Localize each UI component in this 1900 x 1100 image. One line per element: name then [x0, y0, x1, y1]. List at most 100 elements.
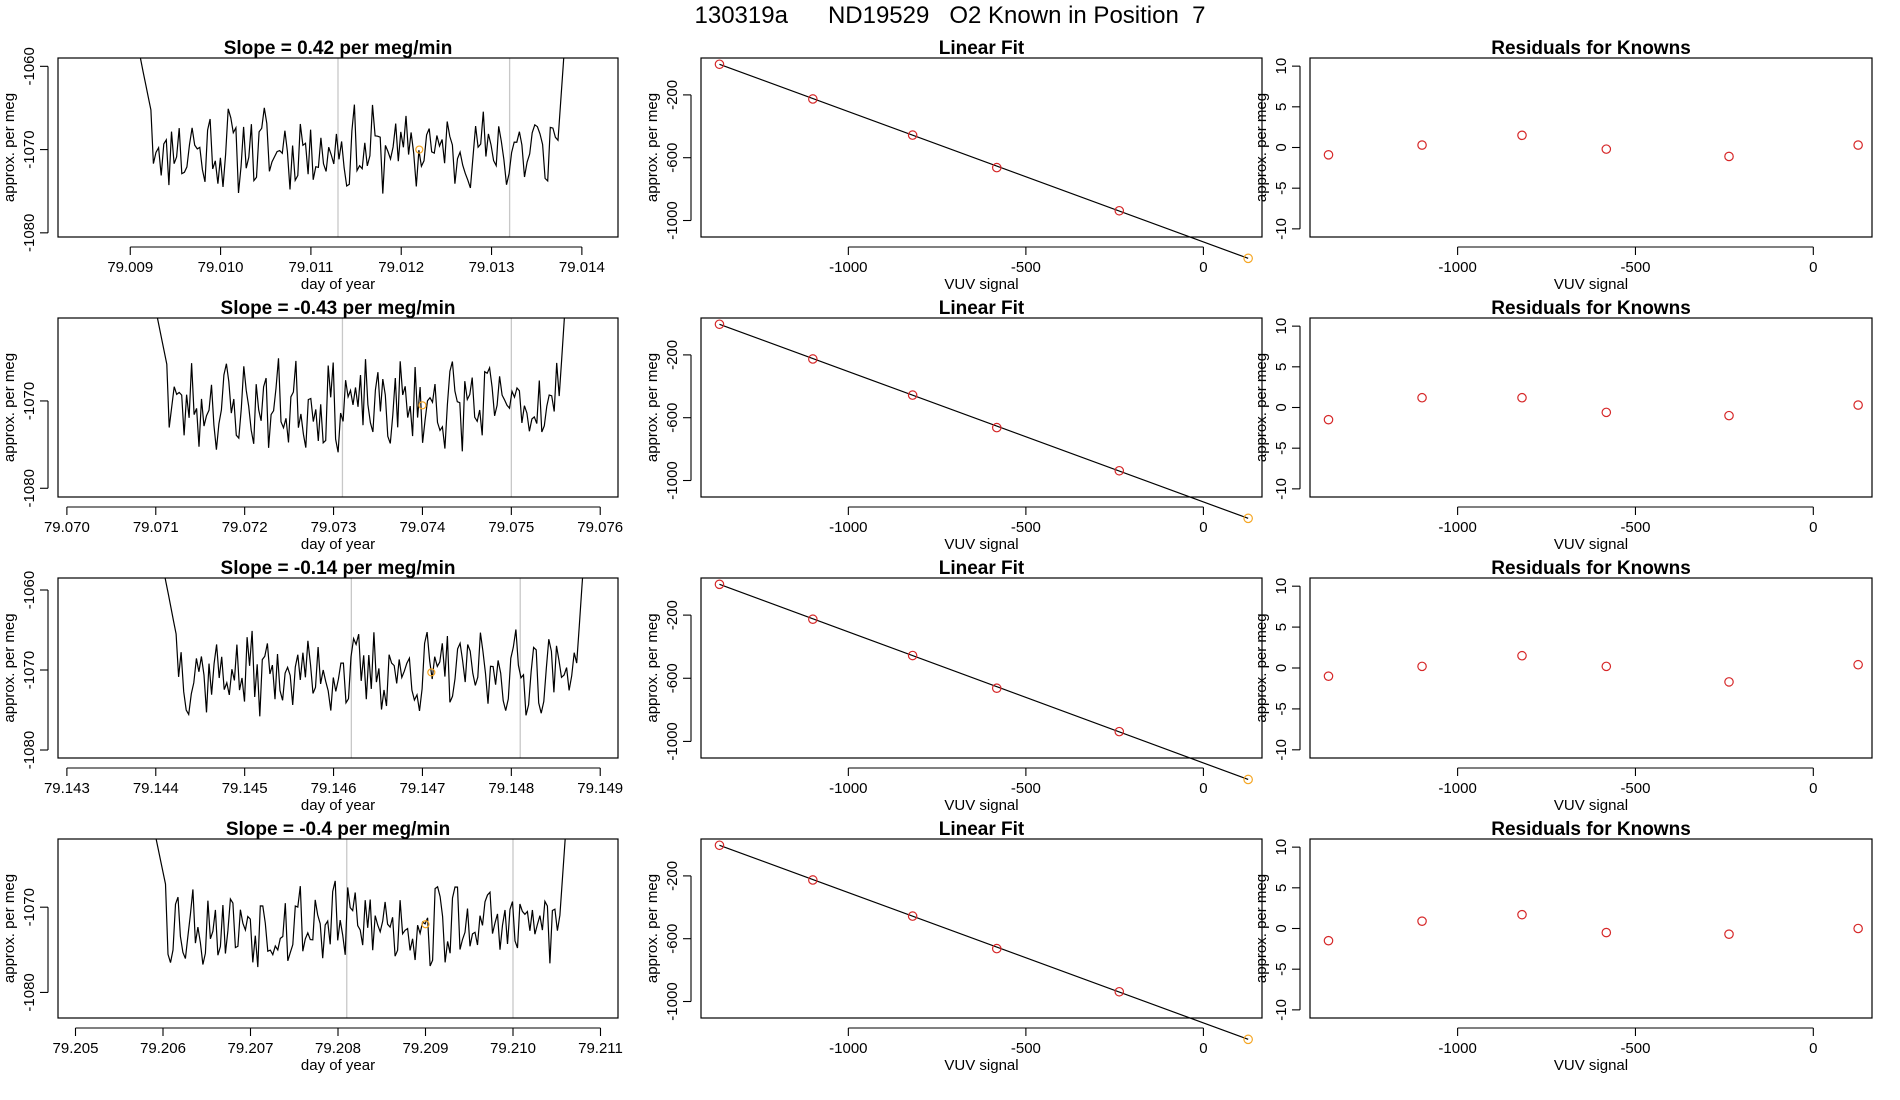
data-point [1601, 661, 1612, 672]
data-point [1601, 407, 1612, 418]
fit-line [719, 844, 1249, 1040]
x-tick-label: 79.208 [315, 1040, 361, 1057]
known-point [427, 668, 436, 677]
y-tick-label: -10 [1273, 739, 1290, 761]
x-axis-label: day of year [301, 276, 375, 293]
series-line [156, 318, 565, 453]
x-tick-label: 79.013 [469, 259, 515, 276]
plot-frame [57, 57, 619, 238]
x-tick-label: 0 [1809, 519, 1817, 536]
plot-frame [57, 838, 619, 1019]
y-tick-label: 10 [1273, 58, 1290, 75]
data-point [1323, 671, 1334, 681]
x-tick-label: 79.148 [488, 780, 534, 797]
x-tick-label: 79.072 [222, 519, 268, 536]
known-point [421, 920, 430, 929]
x-tick-label: 79.076 [577, 519, 623, 536]
y-tick-label: -1070 [21, 382, 38, 420]
x-axis-label: VUV signal [1554, 536, 1628, 553]
y-tick-label: 5 [1273, 884, 1290, 892]
data-point [1724, 410, 1734, 421]
panel-1-3: Residuals for Knowns -1000 -500 0 VUV signal… [1253, 38, 1873, 293]
x-axis-label: VUV signal [1554, 797, 1628, 814]
panel-1-2: Linear Fit -1000 -500 0 VUV signal -1000 -600 -… [644, 38, 1263, 293]
y-tick-label: -1060 [21, 47, 38, 85]
y-tick-label: 5 [1273, 103, 1290, 111]
y-tick-label: 5 [1273, 363, 1290, 371]
y-tick-label: -600 [664, 924, 681, 954]
x-tick-label: -500 [1620, 259, 1650, 276]
x-axis-label: day of year [301, 536, 375, 553]
data-point [991, 422, 1002, 433]
x-tick-label: -500 [1011, 1040, 1041, 1057]
x-tick-label: 0 [1809, 780, 1817, 797]
panel-title: Residuals for Knowns [1491, 298, 1691, 319]
y-tick-label: 5 [1273, 623, 1290, 631]
y-tick-label: -200 [664, 861, 681, 891]
x-tick-label: -500 [1620, 780, 1650, 797]
x-tick-label: 79.074 [399, 519, 445, 536]
y-axis-label: approx. per meg [644, 874, 661, 983]
y-tick-label: -5 [1273, 182, 1290, 195]
data-point [907, 130, 918, 140]
plot-frame [1309, 317, 1873, 498]
x-tick-label: 79.071 [133, 519, 179, 536]
y-tick-label: -1070 [21, 888, 38, 926]
y-axis-label: approx. per meg [1253, 353, 1270, 462]
data-point [1323, 935, 1334, 946]
x-axis-label: VUV signal [944, 1057, 1018, 1074]
fit-line [719, 63, 1249, 259]
data-point [1724, 677, 1734, 687]
panel-3-2: Linear Fit -1000 -500 0 VUV signal -1000 -600 -… [644, 558, 1263, 814]
x-axis-label: day of year [301, 797, 375, 814]
data-point [714, 579, 725, 590]
y-tick-label: -200 [664, 600, 681, 630]
y-tick-label: -1000 [664, 201, 681, 239]
panel-4-3: Residuals for Knowns -1000 -500 0 VUV signal… [1253, 819, 1873, 1074]
x-tick-label: -1000 [1438, 519, 1476, 536]
known-point [418, 401, 427, 410]
panel-2-1: Slope = -0.43 per meg/min 79.070 79.071 79.… [1, 298, 623, 553]
data-point [1417, 392, 1427, 403]
x-tick-label: 79.211 [578, 1040, 623, 1057]
x-tick-label: 79.070 [44, 519, 90, 536]
y-tick-label: -1080 [21, 731, 38, 769]
data-point [1853, 659, 1863, 670]
plot-frame [700, 838, 1263, 1019]
panel-2-3: Residuals for Knowns -1000 -500 0 VUV signal… [1253, 298, 1873, 553]
x-tick-label: 79.146 [311, 780, 357, 797]
x-tick-label: -1000 [1438, 780, 1476, 797]
y-axis-label: approx. per meg [1253, 93, 1270, 202]
x-tick-label: 79.011 [289, 259, 334, 276]
x-tick-label: 79.147 [399, 780, 445, 797]
data-point [1724, 929, 1734, 939]
data-point [1517, 909, 1527, 920]
y-tick-label: -5 [1273, 963, 1290, 976]
x-tick-label: -500 [1011, 259, 1041, 276]
data-point [808, 354, 818, 364]
x-tick-label: -500 [1620, 519, 1650, 536]
x-tick-label: 79.144 [133, 780, 179, 797]
panel-title: Slope = -0.43 per meg/min [221, 298, 456, 319]
y-axis-label: approx. per meg [1, 93, 18, 202]
data-point [1417, 916, 1427, 926]
x-tick-label: 79.206 [140, 1040, 186, 1057]
y-axis-label: approx. per meg [1, 613, 18, 722]
y-tick-label: -1000 [664, 461, 681, 499]
y-tick-label: -600 [664, 663, 681, 693]
x-tick-label: -500 [1620, 1040, 1650, 1057]
panel-title: Residuals for Knowns [1491, 819, 1691, 840]
plot-frame [700, 57, 1263, 238]
y-tick-label: -5 [1273, 702, 1290, 715]
data-point [1417, 661, 1427, 672]
panel-4-1: Slope = -0.4 per meg/min 79.205 79.206 79.2… [1, 819, 623, 1074]
x-tick-label: 0 [1809, 1040, 1817, 1057]
y-tick-label: -10 [1273, 218, 1290, 240]
y-tick-label: -1080 [21, 469, 38, 507]
data-point [714, 59, 725, 70]
data-point [1114, 465, 1125, 476]
data-point [1601, 927, 1612, 938]
y-tick-label: -1080 [21, 973, 38, 1011]
data-point [1601, 144, 1612, 154]
